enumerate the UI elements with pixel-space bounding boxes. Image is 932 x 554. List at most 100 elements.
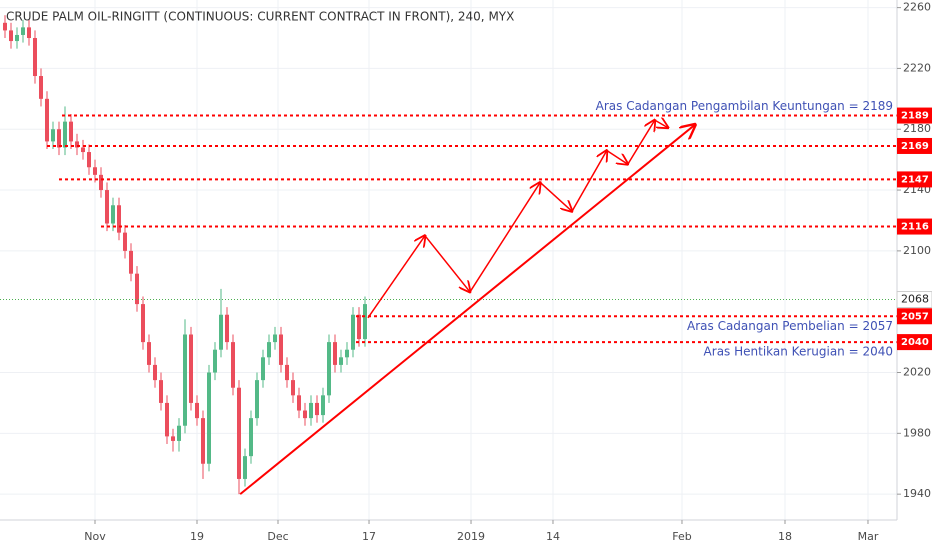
candle-body <box>254 380 259 419</box>
candle-body <box>356 314 361 340</box>
y-tick-label: 2260 <box>903 1 931 14</box>
x-tick-label: 2019 <box>457 530 485 543</box>
candle-body <box>146 342 151 365</box>
candle-body <box>362 304 367 340</box>
candle-body <box>308 402 313 419</box>
x-tick-label: Dec <box>267 530 288 543</box>
projection-arrow <box>627 120 655 165</box>
level-price-label: 2116 <box>901 222 929 233</box>
x-tick-label: Nov <box>84 530 106 543</box>
y-tick-label: 2220 <box>903 61 931 74</box>
candle-body <box>218 314 223 350</box>
candle-body <box>344 349 349 358</box>
candle-body <box>62 121 67 148</box>
candle-body <box>314 402 319 416</box>
x-tick-label: Mar <box>858 530 879 543</box>
candle-body <box>14 34 19 42</box>
projection-arrow <box>606 149 628 165</box>
candle-body <box>212 349 217 373</box>
x-tick-label: 19 <box>190 530 204 543</box>
candle-body <box>182 334 187 426</box>
candle-body <box>224 314 229 343</box>
level-price-box <box>897 171 932 188</box>
projection-arrow <box>571 151 607 212</box>
level-price-label: 2040 <box>901 337 929 348</box>
y-tick-label: 1940 <box>903 487 931 500</box>
candle-body <box>326 342 331 396</box>
candle-body <box>116 205 121 233</box>
candle-body <box>128 250 133 274</box>
candle-body <box>188 334 193 403</box>
candle-body <box>248 418 253 457</box>
candle-body <box>296 395 301 411</box>
candle-body <box>2 22 7 31</box>
candle-body <box>38 76 43 99</box>
candle-body <box>260 357 265 381</box>
candle-body <box>278 334 283 365</box>
candle-body <box>302 410 307 419</box>
projection-arrow <box>539 181 572 211</box>
x-tick-label: 17 <box>362 530 376 543</box>
candle-body <box>56 129 61 148</box>
candle-body <box>20 27 25 35</box>
chart-title: CRUDE PALM OIL-RINGITT (CONTINUOUS: CURR… <box>6 10 514 24</box>
y-tick-label: 2100 <box>903 244 931 257</box>
x-tick-label: 18 <box>778 530 792 543</box>
candle-body <box>122 232 127 251</box>
level-note: Aras Cadangan Pengambilan Keuntungan = 2… <box>596 99 893 113</box>
candle-body <box>134 273 139 305</box>
level-note: Aras Hentikan Kerugian = 2040 <box>704 345 893 359</box>
level-price-box <box>897 334 932 351</box>
level-note: Aras Cadangan Pembelian = 2057 <box>687 319 893 333</box>
candle-body <box>200 418 205 464</box>
candle-body <box>320 395 325 416</box>
candle-body <box>158 380 163 403</box>
candle-body <box>98 174 103 191</box>
candle-body <box>284 364 289 381</box>
candle-body <box>140 304 145 343</box>
level-price-label: 2169 <box>901 141 929 152</box>
candle-body <box>242 456 247 479</box>
trendline <box>239 125 695 495</box>
candle-body <box>44 98 49 142</box>
candle-body <box>32 38 37 77</box>
candle-body <box>332 342 337 365</box>
projection-arrow <box>654 120 668 128</box>
candle-body <box>266 342 271 358</box>
candle-body <box>290 380 295 396</box>
y-tick-label: 2020 <box>903 366 931 379</box>
level-price-box <box>897 308 932 325</box>
y-tick-label: 1980 <box>903 426 931 439</box>
projection-arrow <box>367 236 425 319</box>
candle-body <box>164 402 169 437</box>
projection-arrow <box>424 235 470 292</box>
x-tick-label: 14 <box>546 530 560 543</box>
level-price-box <box>897 218 932 235</box>
candle-body <box>110 205 115 224</box>
candle-body <box>74 141 79 148</box>
candle-body <box>50 129 55 142</box>
candle-body <box>8 30 13 42</box>
candle-body <box>170 436 175 441</box>
candle-body <box>86 152 91 168</box>
level-price-label: 2189 <box>901 111 929 122</box>
level-price-label: 2147 <box>901 174 929 185</box>
y-tick-label: 2180 <box>903 122 931 135</box>
candle-body <box>236 387 241 479</box>
candle-body <box>206 372 211 464</box>
candle-body <box>104 190 109 224</box>
x-tick-label: Feb <box>672 530 691 543</box>
candle-body <box>350 314 355 350</box>
last-price-box <box>896 291 932 309</box>
candle-body <box>272 334 277 343</box>
candle-body <box>26 27 31 39</box>
candle-body <box>194 402 199 419</box>
candle-body <box>338 357 343 365</box>
candle-body <box>230 342 235 388</box>
candle-body <box>80 147 85 153</box>
projection-arrow <box>469 182 540 293</box>
candle-body <box>152 364 157 381</box>
candle-body <box>176 425 181 441</box>
